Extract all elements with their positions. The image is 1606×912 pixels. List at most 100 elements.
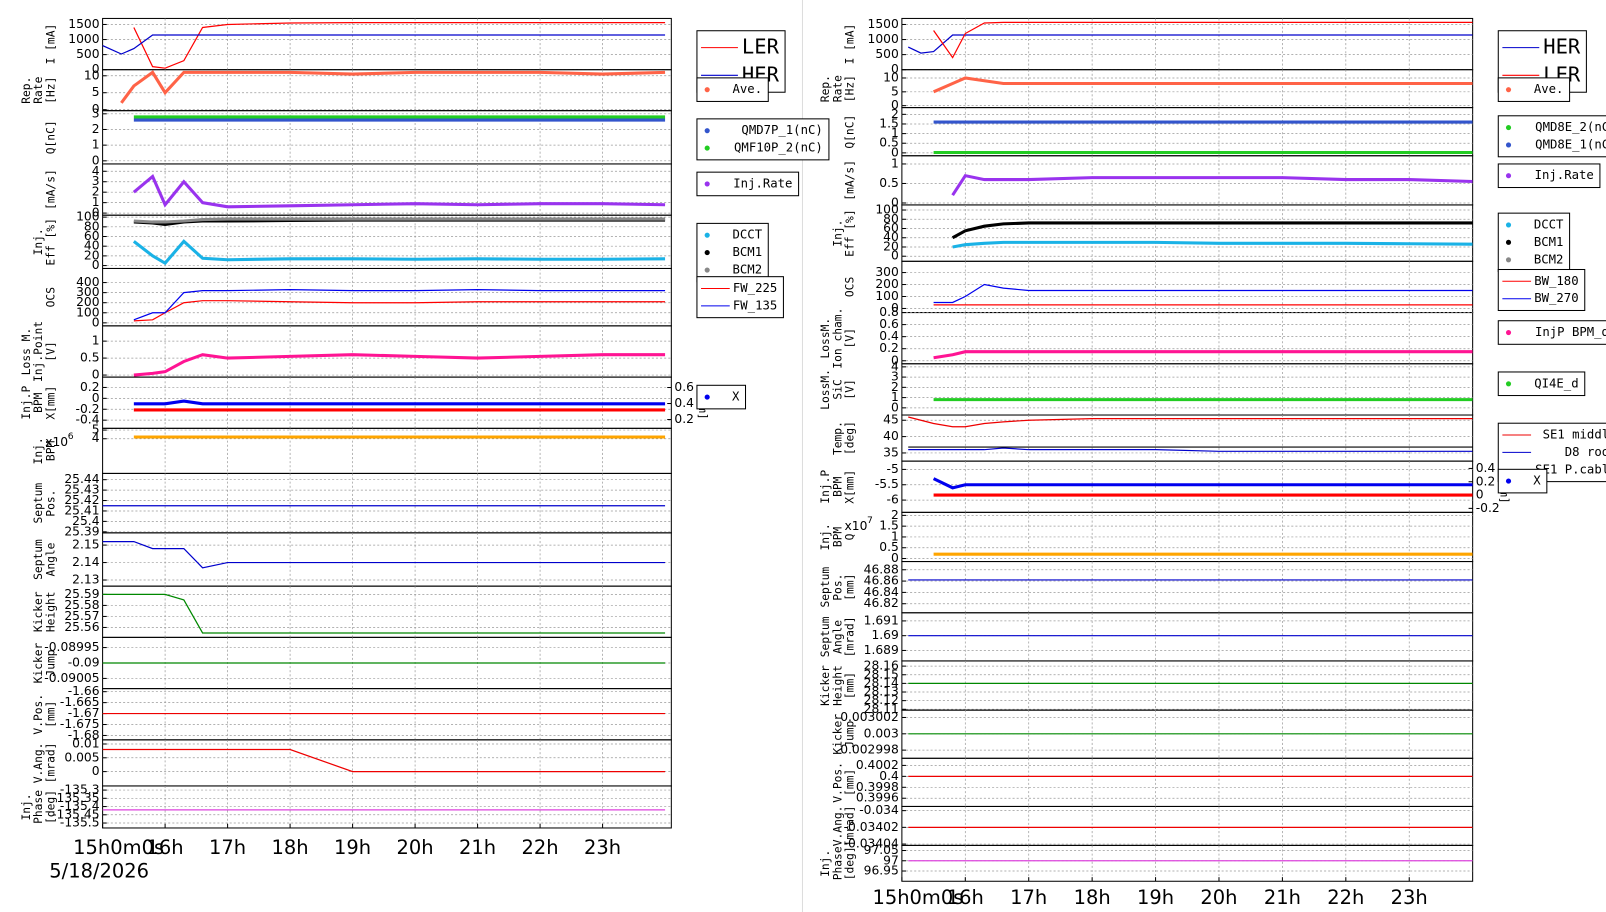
y-axis-label: [mrad]: [844, 806, 857, 847]
y-tick-label: 25.42: [64, 493, 99, 507]
y-tick-label: 200: [76, 295, 99, 309]
y-axis-label: Inj.Point: [32, 321, 45, 382]
legend-swatch: [1505, 87, 1512, 93]
legend-label: BCM2: [733, 263, 763, 277]
y-tick-label: 0.2: [80, 380, 100, 394]
y-tick-label: 2: [92, 122, 100, 136]
y-tick-label: 46.88: [864, 562, 899, 576]
y2-tick-label: 0: [1476, 488, 1484, 502]
y-axis-label: V.Pos.: [32, 694, 45, 735]
y-axis-label: Rep.: [20, 77, 33, 104]
y-tick-label: 1.69: [871, 628, 898, 642]
legend-label: SE1 middle: [1543, 427, 1606, 441]
y-tick-label: 2: [92, 185, 100, 199]
y-tick-label: 80: [84, 219, 100, 233]
legend-swatch: [704, 87, 710, 93]
y-tick-label: 1.5: [879, 519, 899, 533]
legend-swatch: [1505, 142, 1512, 148]
legend-label: LER: [742, 35, 780, 59]
y-tick-label: 1.5: [879, 116, 899, 130]
y-tick-label: 5: [891, 84, 899, 98]
x-tick-label: 17h: [209, 836, 246, 859]
legend-label: Ave.: [733, 82, 763, 96]
y-tick-label: 2: [891, 380, 899, 394]
y-tick-label: -1.675: [60, 717, 100, 731]
x-tick-label: 15h0m0s: [872, 886, 963, 909]
trace: [951, 173, 1473, 197]
y-tick-label: 3: [891, 370, 899, 384]
y-tick-label: -0.03404: [844, 837, 899, 851]
y-tick-label: 0: [891, 195, 899, 209]
trace: [120, 70, 666, 104]
y-axis-label: Jump: [844, 720, 857, 747]
y2-tick-label: 0.6: [674, 380, 694, 394]
y-axis-label: [V]: [844, 379, 857, 399]
legend-swatch: [704, 232, 710, 238]
y-tick-label: 1: [891, 390, 899, 404]
scale-label: x10: [45, 435, 68, 449]
legend-label: DCCT: [1534, 217, 1564, 231]
y-tick-label: -135.35: [52, 791, 99, 805]
y-tick-label: 100: [875, 289, 898, 303]
y-tick-label: 96.95: [864, 864, 899, 878]
y-tick-label: -0.4: [76, 413, 100, 427]
y-tick-label: 25.59: [64, 587, 99, 601]
x-tick-label: 20h: [397, 836, 434, 859]
y2-tick-label: 0.2: [674, 412, 694, 426]
legend-swatch: [704, 267, 710, 273]
y-axis-label: I [mA]: [44, 24, 57, 65]
y-axis-label: BPM: [44, 440, 57, 461]
legend-box: [1497, 77, 1571, 102]
y-tick-label: 0: [92, 62, 100, 76]
trace: [102, 540, 666, 569]
x-tick-label: 18h: [1074, 886, 1111, 909]
y-tick-label: 1.689: [864, 643, 899, 657]
y-tick-label: 80: [883, 212, 899, 226]
y-tick-label: 28.12: [864, 693, 899, 707]
y-tick-label: 0: [891, 249, 899, 263]
y-axis-label: [mm]: [844, 574, 857, 601]
y-tick-label: 0.4: [879, 769, 899, 783]
trace: [952, 240, 1473, 249]
legend-label: DCCT: [733, 228, 763, 242]
y-axis-label: Inj.: [32, 228, 45, 255]
y-tick-label: 46.86: [864, 574, 899, 588]
legend-label: QMF10P_2(nC): [734, 141, 823, 155]
y-axis-label: LossM.: [819, 369, 832, 410]
y-tick-label: -135.3: [60, 783, 100, 797]
y-tick-label: 25.56: [64, 620, 99, 634]
y-tick-label: 100: [875, 203, 898, 217]
legend-swatch: [704, 145, 710, 151]
y-axis-label: Inj.: [819, 523, 832, 550]
y-tick-label: -0.09005: [44, 671, 99, 685]
y-axis-label: [mm]: [844, 769, 857, 796]
trace: [932, 76, 1473, 94]
y-tick-label: 0: [92, 315, 100, 329]
legend-label: InjP BPM_d: [1535, 325, 1606, 339]
y-axis-label: Rate: [32, 76, 45, 103]
y-axis-label: [deg]: [844, 846, 857, 880]
legend-swatch: [1505, 173, 1512, 179]
y-tick-label: 5: [92, 85, 100, 99]
legend-swatch: [1505, 381, 1512, 387]
y-axis-label: V.Ang.: [831, 806, 844, 847]
y-tick-label: 300: [875, 265, 898, 279]
y-tick-label: 0: [891, 353, 899, 367]
y-tick-label: 1000: [868, 32, 899, 46]
legend-label: BW_270: [1534, 291, 1578, 305]
y-axis-label: Pos.: [44, 490, 57, 517]
x-tick-label: 19h: [1137, 886, 1174, 909]
y-axis-label: [Hz]: [44, 77, 57, 104]
legend-label: QMD8E_2(nC): [1535, 120, 1606, 134]
y-axis-label: Inj.P: [20, 386, 33, 420]
y-tick-label: -0.034: [859, 803, 899, 817]
trace: [133, 353, 666, 377]
y-tick-label: 0: [92, 391, 100, 405]
y-tick-label: 200: [875, 277, 898, 291]
legend-box: [1497, 163, 1601, 189]
scale-exponent: 7: [867, 515, 873, 526]
y-tick-label: -1.66: [68, 684, 100, 698]
legend-label: FW_135: [733, 298, 777, 312]
y-tick-label: 0.3998: [856, 780, 899, 794]
x-tick-label: 18h: [272, 836, 309, 859]
